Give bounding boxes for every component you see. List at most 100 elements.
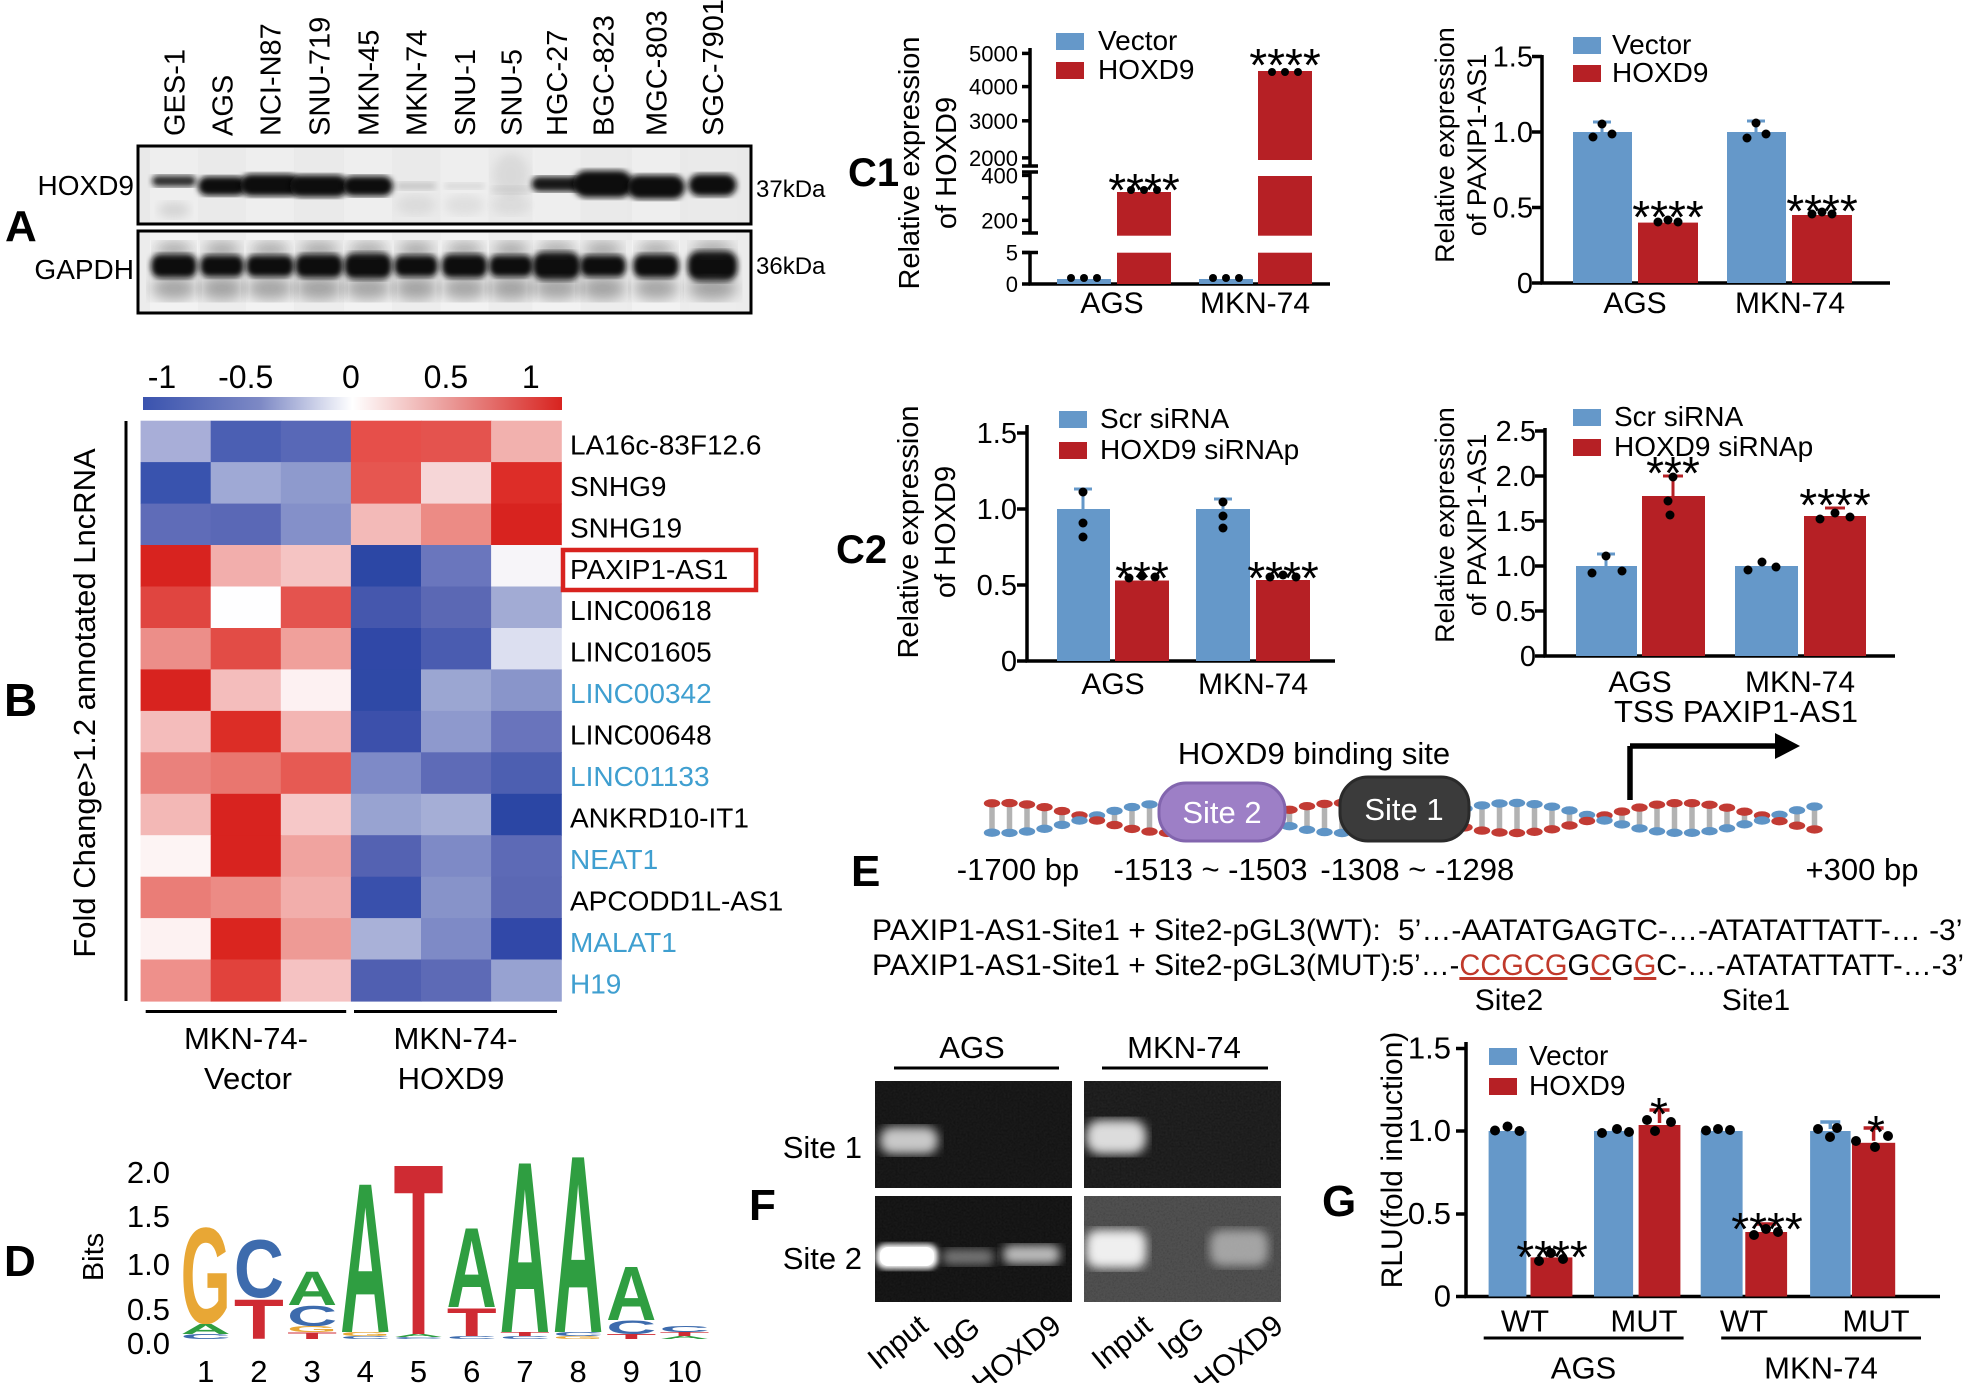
svg-text:T: T xyxy=(447,1300,497,1345)
svg-text:AGS: AGS xyxy=(1080,287,1143,320)
svg-text:5: 5 xyxy=(410,1354,427,1383)
svg-text:HOXD9 siRNAp: HOXD9 siRNAp xyxy=(1100,434,1299,465)
svg-text:5’…-CCGCGGCGGC-…-ATATATTATT-…-: 5’…-CCGCGGCGGC-…-ATATATTATT-…-3’ xyxy=(1398,949,1964,982)
svg-text:PAXIP1-AS1: PAXIP1-AS1 xyxy=(570,554,728,585)
svg-text:0.5: 0.5 xyxy=(424,359,468,395)
svg-text:3: 3 xyxy=(303,1354,320,1383)
svg-text:C: C xyxy=(553,1331,603,1337)
svg-text:LINC01133: LINC01133 xyxy=(570,761,710,792)
svg-text:10: 10 xyxy=(667,1354,701,1383)
svg-text:HOXD9: HOXD9 xyxy=(398,1061,505,1096)
svg-text:G: G xyxy=(181,1199,231,1353)
svg-text:T: T xyxy=(234,1287,284,1351)
svg-text:MKN-45: MKN-45 xyxy=(354,30,386,136)
svg-text:MUT: MUT xyxy=(1610,1304,1677,1339)
svg-text:Site 2: Site 2 xyxy=(783,1241,862,1276)
svg-text:MKN-74: MKN-74 xyxy=(402,30,434,136)
svg-text:A: A xyxy=(181,1320,231,1337)
svg-text:AGS: AGS xyxy=(1608,666,1671,699)
svg-text:Relative expression: Relative expression xyxy=(1430,407,1460,643)
svg-text:G: G xyxy=(553,1335,603,1340)
svg-text:A: A xyxy=(606,1251,656,1337)
svg-text:0: 0 xyxy=(342,359,360,395)
svg-text:D: D xyxy=(4,1237,36,1286)
svg-text:0: 0 xyxy=(1434,1279,1451,1314)
svg-text:4: 4 xyxy=(357,1354,374,1383)
svg-text:MKN-74: MKN-74 xyxy=(1745,666,1855,699)
svg-text:A: A xyxy=(447,1204,497,1331)
svg-text:MKN-74-: MKN-74- xyxy=(393,1021,517,1056)
svg-text:200: 200 xyxy=(981,208,1018,233)
svg-text:C: C xyxy=(181,1333,231,1341)
svg-text:Scr siRNA: Scr siRNA xyxy=(1100,403,1229,434)
svg-text:T: T xyxy=(500,1331,550,1337)
svg-text:HOXD9 siRNAp: HOXD9 siRNAp xyxy=(1614,431,1813,462)
svg-text:C: C xyxy=(659,1325,709,1334)
svg-text:C2: C2 xyxy=(836,528,887,572)
svg-text:1.0: 1.0 xyxy=(127,1247,170,1282)
svg-text:3000: 3000 xyxy=(969,109,1018,134)
svg-text:G: G xyxy=(340,1331,390,1337)
svg-text:A: A xyxy=(500,1112,550,1383)
svg-text:0: 0 xyxy=(1006,272,1018,297)
svg-text:C: C xyxy=(393,1337,443,1340)
svg-text:NEAT1: NEAT1 xyxy=(570,844,658,875)
svg-text:***: *** xyxy=(1115,552,1169,604)
svg-text:Vector: Vector xyxy=(204,1061,292,1096)
svg-text:Relative expression: Relative expression xyxy=(1430,27,1460,263)
svg-text:-1: -1 xyxy=(148,359,176,395)
svg-text:HOXD9: HOXD9 xyxy=(1098,54,1194,85)
svg-text:-1513 ~ -1503: -1513 ~ -1503 xyxy=(1114,852,1308,887)
svg-text:B: B xyxy=(4,674,37,726)
svg-text:HGC-27: HGC-27 xyxy=(542,30,574,136)
svg-text:2: 2 xyxy=(250,1354,267,1383)
svg-text:-1308 ~ -1298: -1308 ~ -1298 xyxy=(1320,852,1514,887)
svg-text:MKN-74: MKN-74 xyxy=(1127,1030,1241,1065)
svg-text:0: 0 xyxy=(1520,641,1536,673)
svg-text:G: G xyxy=(1322,1177,1356,1226)
svg-text:of PAXIP1-AS1: of PAXIP1-AS1 xyxy=(1462,434,1492,617)
svg-text:5000: 5000 xyxy=(969,41,1018,66)
svg-text:1.5: 1.5 xyxy=(1493,42,1533,74)
svg-text:WT: WT xyxy=(1501,1304,1549,1339)
svg-text:0: 0 xyxy=(1517,268,1533,300)
svg-text:AGS: AGS xyxy=(208,75,240,136)
svg-text:ANKRD10-IT1: ANKRD10-IT1 xyxy=(570,803,749,834)
svg-text:Relative expression: Relative expression xyxy=(894,36,926,289)
svg-text:1.5: 1.5 xyxy=(1496,506,1536,538)
svg-text:****: **** xyxy=(1108,164,1180,216)
svg-text:MGC-803: MGC-803 xyxy=(642,10,674,136)
svg-text:0.5: 0.5 xyxy=(1493,193,1533,225)
svg-text:1.0: 1.0 xyxy=(977,494,1017,526)
svg-text:1: 1 xyxy=(522,359,540,395)
svg-text:0: 0 xyxy=(1001,646,1017,678)
svg-text:MKN-74: MKN-74 xyxy=(1200,287,1310,320)
svg-text:A: A xyxy=(340,1138,390,1377)
svg-text:Site1: Site1 xyxy=(1722,984,1790,1017)
svg-text:G: G xyxy=(287,1325,337,1334)
svg-text:Site2: Site2 xyxy=(1475,984,1543,1017)
svg-text:HOXD9 binding site: HOXD9 binding site xyxy=(1178,736,1450,771)
svg-text:NCI-N87: NCI-N87 xyxy=(256,23,288,136)
svg-text:Site 1: Site 1 xyxy=(1364,792,1443,827)
svg-text:AGS: AGS xyxy=(1081,668,1144,701)
svg-text:SNU-719: SNU-719 xyxy=(305,17,337,136)
svg-text:-0.5: -0.5 xyxy=(218,359,273,395)
svg-text:1.0: 1.0 xyxy=(1496,551,1536,583)
svg-text:4000: 4000 xyxy=(969,75,1018,100)
svg-text:C1: C1 xyxy=(848,151,899,195)
svg-text:36kDa: 36kDa xyxy=(756,253,826,280)
svg-text:5: 5 xyxy=(1006,241,1018,266)
svg-text:LA16c-83F12.6: LA16c-83F12.6 xyxy=(570,429,761,460)
svg-text:0.0: 0.0 xyxy=(127,1326,170,1361)
svg-text:7: 7 xyxy=(516,1354,533,1383)
svg-text:****: **** xyxy=(1249,39,1321,91)
svg-text:C: C xyxy=(500,1335,550,1340)
svg-text:LINC00342: LINC00342 xyxy=(570,678,712,709)
svg-text:GES-1: GES-1 xyxy=(160,49,192,136)
svg-text:E: E xyxy=(851,847,880,896)
svg-text:C: C xyxy=(340,1335,390,1340)
svg-text:Relative expression: Relative expression xyxy=(893,405,925,658)
svg-text:SNHG9: SNHG9 xyxy=(570,471,666,502)
svg-text:T: T xyxy=(660,1331,710,1337)
